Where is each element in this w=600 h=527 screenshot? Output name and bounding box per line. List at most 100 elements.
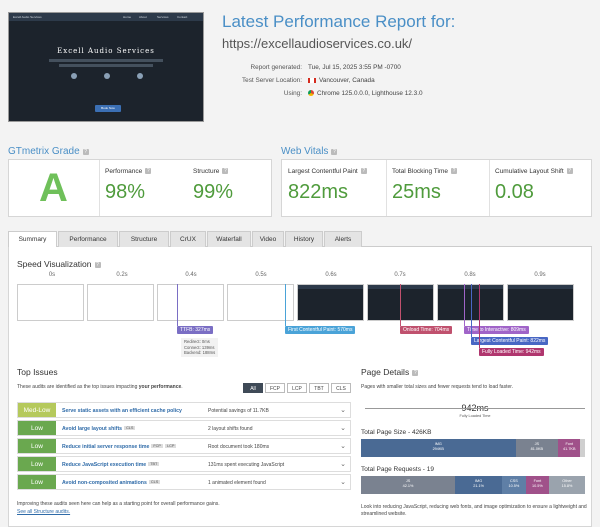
filmstrip-frame[interactable] xyxy=(297,284,364,321)
help-icon[interactable]: ? xyxy=(94,262,101,268)
thumbnail-feature-icon xyxy=(137,73,143,79)
issue-title[interactable]: Reduce JavaScript execution time TBT xyxy=(62,462,160,468)
size-segment-js[interactable]: JS 81.0KB xyxy=(515,439,559,457)
tab-alerts[interactable]: Alerts xyxy=(324,231,362,247)
timeline-tick: 0.4s xyxy=(185,272,197,278)
tbt-value: 25ms xyxy=(392,181,441,203)
requests-segment-js[interactable]: JS 42.1% xyxy=(361,476,456,494)
structure-metric: Structure? 99% xyxy=(193,168,233,204)
tti-line xyxy=(464,284,465,326)
ttfb-marker: TTFB: 327ms xyxy=(177,326,214,334)
segment-value: 21.1% xyxy=(473,484,484,488)
help-icon[interactable]: ? xyxy=(451,168,457,174)
filmstrip-frame[interactable] xyxy=(17,284,84,321)
divider xyxy=(386,160,387,216)
page-requests-bar[interactable]: JS 42.1% IMG 21.1% CSS 10.5% Font 10.5% Other 15.… xyxy=(361,476,585,494)
issue-row[interactable]: Low Avoid non-composited animations CLS 1… xyxy=(17,474,351,490)
tab-history[interactable]: History xyxy=(285,231,323,247)
structure-value: 99% xyxy=(193,181,234,203)
filmstrip-frame[interactable] xyxy=(227,284,294,321)
issue-name[interactable]: Avoid non-composited animations xyxy=(62,480,147,486)
tab-summary[interactable]: Summary xyxy=(8,231,57,248)
thumbnail-site-name: Excell Audio Services xyxy=(57,47,155,55)
ttfb-connect: Connect: 139ms xyxy=(184,344,215,350)
vitals-heading-text: Web Vitals xyxy=(281,146,329,157)
divider xyxy=(489,160,490,216)
website-screenshot-thumbnail: Excell Audio Services Home About Service… xyxy=(8,12,204,122)
performance-metric: Performance? 98% xyxy=(105,168,152,204)
timeline-tick: 0.8s xyxy=(464,272,476,278)
timeline-tick: 0.2s xyxy=(116,272,128,278)
help-icon[interactable]: ? xyxy=(331,149,338,155)
grade-heading: GTmetrix Grade? xyxy=(8,146,89,157)
issue-row[interactable]: Low Reduce initial server response time F… xyxy=(17,438,351,454)
size-segment-font[interactable]: Font 41.7KB xyxy=(558,439,581,457)
tab-performance[interactable]: Performance xyxy=(58,231,118,247)
requests-segment-font[interactable]: Font 10.5% xyxy=(525,476,550,494)
issue-name[interactable]: Reduce JavaScript execution time xyxy=(62,462,147,468)
segment-label: IMG xyxy=(434,442,442,446)
filmstrip-frame[interactable] xyxy=(437,284,504,321)
meta-value: Vancouver, Canada xyxy=(319,77,375,84)
chevron-down-icon[interactable]: ⌄ xyxy=(340,425,346,432)
issue-name[interactable]: Serve static assets with an efficient ca… xyxy=(62,408,182,414)
tab-crux[interactable]: CrUX xyxy=(170,231,206,247)
filter-all[interactable]: All xyxy=(243,383,263,393)
help-icon[interactable]: ? xyxy=(145,168,152,174)
chevron-down-icon[interactable]: ⌄ xyxy=(340,407,346,414)
structure-label: Structure xyxy=(193,168,220,175)
metric-tag: CLS xyxy=(124,426,136,430)
tab-waterfall[interactable]: Waterfall xyxy=(207,231,251,247)
lcp-line xyxy=(471,284,472,337)
report-url[interactable]: https://excellaudioservices.co.uk/ xyxy=(222,36,413,51)
help-icon[interactable]: ? xyxy=(222,168,229,174)
filter-tbt[interactable]: TBT xyxy=(309,383,329,393)
tab-video[interactable]: Video xyxy=(252,231,284,247)
issue-row[interactable]: Low Avoid large layout shifts CLS 2 layou… xyxy=(17,420,351,436)
issue-name[interactable]: Reduce initial server response time xyxy=(62,444,150,450)
filmstrip-frame[interactable] xyxy=(157,284,224,321)
segment-label: IMG xyxy=(475,479,483,483)
size-segment[interactable] xyxy=(580,439,585,457)
size-segment-img[interactable]: IMG 294KB xyxy=(361,439,516,457)
timeline-tick: 0s xyxy=(48,272,56,278)
help-icon[interactable]: ? xyxy=(82,149,89,155)
ttfb-breakdown: Redirect: 0ms Connect: 139ms Backend: 18… xyxy=(181,338,219,357)
filter-fcp[interactable]: FCP xyxy=(265,383,285,393)
lcp-metric: Largest Contentful Paint? 822ms xyxy=(288,168,367,204)
issue-title[interactable]: Reduce initial server response time FCP LC… xyxy=(62,444,177,450)
thumbnail-nav-item: Excell Audio Services xyxy=(13,15,42,19)
severity-badge: Low xyxy=(18,421,56,435)
help-icon[interactable]: ? xyxy=(566,168,573,174)
issue-title[interactable]: Avoid non-composited animations CLS xyxy=(62,480,161,486)
structure-audits-link[interactable]: See all Structure audits. xyxy=(17,509,71,515)
chevron-down-icon[interactable]: ⌄ xyxy=(340,443,346,450)
issue-row[interactable]: Low Reduce JavaScript execution time TBT … xyxy=(17,456,351,472)
help-icon[interactable]: ? xyxy=(360,168,367,174)
meta-value-wrap: Chrome 125.0.0.0, Lighthouse 12.3.0 xyxy=(308,90,423,97)
issue-impact: 2 layout shifts found xyxy=(208,426,253,432)
tbt-metric: Total Blocking Time? 25ms xyxy=(392,168,457,204)
filter-cls[interactable]: CLS xyxy=(331,383,351,393)
top-issues-desc-bold: your performance xyxy=(138,384,182,390)
top-issues-title: Top Issues xyxy=(17,367,58,377)
issue-impact: Potential savings of 11.7KB xyxy=(208,408,269,414)
fcp-line xyxy=(285,284,286,326)
chevron-down-icon[interactable]: ⌄ xyxy=(340,479,346,486)
tab-structure[interactable]: Structure xyxy=(119,231,169,247)
issue-impact: 1 animated element found xyxy=(208,480,266,486)
filmstrip-frame[interactable] xyxy=(87,284,154,321)
page-size-bar[interactable]: IMG 294KB JS 81.0KB Font 41.7KB xyxy=(361,439,585,457)
grade-letter: A xyxy=(39,166,68,210)
issue-name[interactable]: Avoid large layout shifts xyxy=(62,426,123,432)
requests-segment-css[interactable]: CSS 10.5% xyxy=(502,476,526,494)
filter-lcp[interactable]: LCP xyxy=(287,383,307,393)
requests-segment-other[interactable]: Other 15.8% xyxy=(549,476,585,494)
issue-row[interactable]: Med-Low Serve static assets with an effi… xyxy=(17,402,351,418)
requests-segment-img[interactable]: IMG 21.1% xyxy=(455,476,503,494)
help-icon[interactable]: ? xyxy=(412,370,419,376)
total-requests-heading: Total Page Requests - 19 xyxy=(361,466,434,473)
filmstrip-frame[interactable] xyxy=(507,284,574,321)
chevron-down-icon[interactable]: ⌄ xyxy=(340,461,346,468)
issue-title[interactable]: Avoid large layout shifts CLS xyxy=(62,426,136,432)
